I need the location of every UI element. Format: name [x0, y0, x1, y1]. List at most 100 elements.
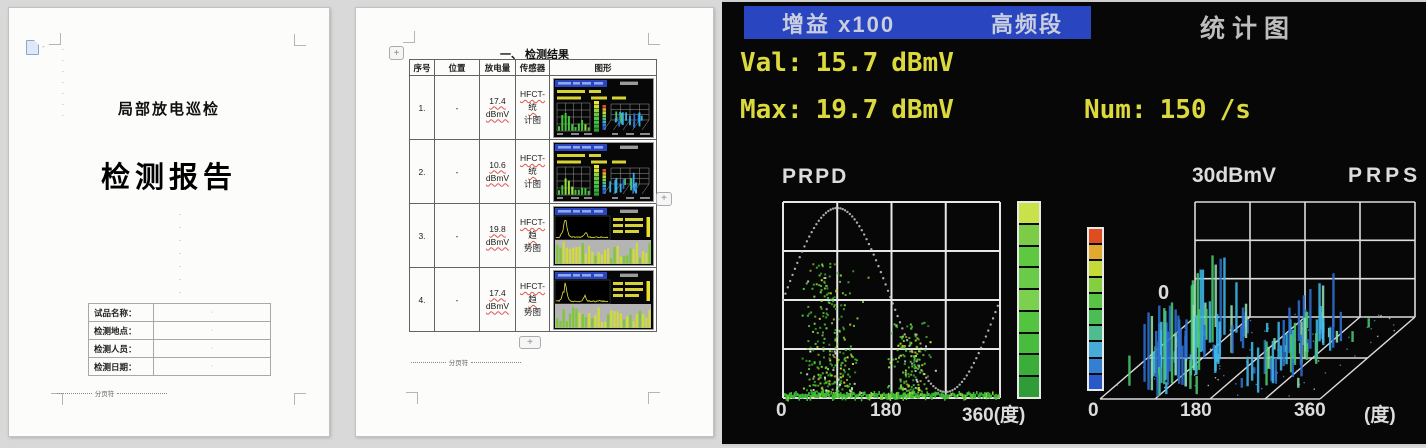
colorbar-segment — [1089, 229, 1102, 244]
cell-graph[interactable] — [549, 267, 657, 332]
colorbar-segment — [1019, 224, 1039, 245]
colorbar-segment — [1019, 333, 1039, 354]
colorbar-segment — [1019, 246, 1039, 267]
prpd-title: PRPD — [782, 165, 849, 188]
cell-discharge[interactable]: 17.4 dBmV — [479, 75, 516, 140]
page-break-label: 分页符 — [448, 360, 469, 367]
colorbar-segment — [1089, 374, 1102, 390]
prps-scale-label: 30dBmV — [1192, 164, 1277, 187]
section-title: 一、 检测结果 — [499, 49, 570, 61]
embedded-screenshot-trend[interactable] — [552, 269, 654, 330]
cell-sensor[interactable]: HFCT-统 计图 — [515, 139, 550, 204]
paragraph-marks-column: · · · · · · · — [61, 45, 65, 120]
cell-graph[interactable] — [549, 75, 657, 140]
field-value[interactable]: · — [153, 303, 271, 322]
table-row: 3. - 19.8 dBmV HFCT-趋 势图 — [409, 203, 657, 268]
word-page-results: 一、 检测结果 + 序号 位置 放电量 传感器 图形 1. - 17.4 dBmV… — [355, 7, 714, 437]
col-header-location: 位置 — [434, 59, 480, 76]
results-table: 序号 位置 放电量 传感器 图形 1. - 17.4 dBmV HFCT-统 计图 … — [409, 59, 657, 332]
col-header-graph: 图形 — [549, 59, 657, 76]
table-row: 2. - 10.6 dBmV HFCT-统 计图 — [409, 139, 657, 204]
colorbar-segment — [1089, 277, 1102, 292]
cell-discharge[interactable]: 10.6 dBmV — [479, 139, 516, 204]
field-value[interactable]: · — [153, 357, 271, 376]
colorbar-segment — [1089, 293, 1102, 309]
colorbar-segment — [1089, 261, 1102, 276]
cell-no[interactable]: 4. — [409, 267, 435, 332]
prpd-tick-360: 360(度) — [962, 405, 1026, 426]
embedded-screenshot-stats[interactable] — [552, 141, 654, 202]
prps-colorbar — [1087, 227, 1104, 391]
gain-label: 增益 x100 — [782, 11, 896, 37]
colorbar-segment — [1089, 326, 1102, 341]
cell-discharge[interactable]: 17.4 dBmV — [479, 267, 516, 332]
cell-graph[interactable] — [549, 203, 657, 268]
cell-sensor[interactable]: HFCT-统 计图 — [515, 75, 550, 140]
embedded-screenshot-stats[interactable] — [552, 77, 654, 138]
margin-crop-mark — [49, 33, 61, 45]
cell-sensor[interactable]: HFCT-趋 势图 — [515, 203, 550, 268]
page-break-indicator: 分页符 — [411, 358, 521, 367]
page-break-label: 分页符 — [94, 391, 115, 398]
prps-tick-180: 180 — [1180, 400, 1212, 421]
report-title: 检测报告 — [100, 162, 237, 194]
field-label: 检测日期： — [88, 357, 154, 376]
mode-label: 统计图 — [1200, 15, 1297, 43]
colorbar-segment — [1019, 268, 1039, 289]
band-label: 高频段 — [990, 11, 1063, 37]
cover-info-table: 试品名称： · 检测地点： · 检测人员： · 检测日期： · — [88, 303, 271, 376]
dash-mark: - — [42, 42, 45, 51]
table-row: 4. - 17.4 dBmV HFCT-趋 势图 — [409, 267, 657, 332]
margin-crop-mark — [403, 31, 415, 43]
colorbar-segment — [1019, 311, 1039, 332]
embedded-screenshot-trend[interactable] — [552, 205, 654, 266]
field-value[interactable]: · — [153, 339, 271, 358]
prps-tick-360: 360 — [1294, 400, 1326, 421]
prpd-tick-0: 0 — [776, 400, 787, 421]
cell-discharge[interactable]: 19.8 dBmV — [479, 203, 516, 268]
document-icon — [26, 40, 39, 55]
cell-location[interactable]: - — [434, 75, 480, 140]
table-move-handle[interactable]: + — [389, 46, 404, 60]
table-row: 检测人员： · — [88, 339, 271, 358]
cell-location[interactable]: - — [434, 203, 480, 268]
margin-crop-mark — [294, 34, 306, 46]
colorbar-segment — [1019, 290, 1039, 310]
insert-row-handle[interactable]: + — [519, 336, 541, 349]
table-row: 1. - 17.4 dBmV HFCT-统 计图 — [409, 75, 657, 140]
insert-column-handle[interactable]: + — [656, 192, 672, 206]
col-header-no: 序号 — [409, 59, 435, 76]
cell-sensor[interactable]: HFCT-趋 势图 — [515, 267, 550, 332]
colorbar-segment — [1019, 355, 1039, 376]
prps-title: PRPS — [1348, 164, 1422, 187]
cell-graph[interactable] — [549, 139, 657, 204]
word-page-cover: - · · · · · · · 局部放电巡检 检测报告 · · · · · · · 试品名称： · 检测地… — [8, 7, 330, 437]
prpd-tick-180: 180 — [870, 400, 902, 421]
cell-location[interactable]: - — [434, 139, 480, 204]
colorbar-segment — [1089, 342, 1102, 357]
margin-crop-mark — [406, 392, 418, 404]
val-reading: Val: 15.7 dBmV — [740, 48, 954, 78]
colorbar-segment — [1019, 377, 1039, 398]
paragraph-marks-column: · · · · · · · — [178, 210, 182, 297]
cell-no[interactable]: 3. — [409, 203, 435, 268]
colorbar-segment — [1089, 310, 1102, 325]
prps-tick-deg: (度) — [1364, 405, 1396, 426]
field-label: 检测地点： — [88, 321, 154, 340]
cell-location[interactable]: - — [434, 267, 480, 332]
col-header-discharge: 放电量 — [479, 59, 516, 76]
prpd-colorbar — [1017, 201, 1041, 399]
field-value[interactable]: · — [153, 321, 271, 340]
max-reading: Max: 19.7 dBmV — [740, 95, 954, 125]
cell-no[interactable]: 1. — [409, 75, 435, 140]
page-break-indicator: 分页符 — [57, 389, 167, 398]
margin-crop-mark — [648, 392, 660, 404]
table-row: 检测地点： · — [88, 321, 271, 340]
num-reading: Num: 150/s — [1084, 95, 1251, 125]
cell-no[interactable]: 2. — [409, 139, 435, 204]
colorbar-segment — [1089, 358, 1102, 373]
colorbar-segment — [1089, 245, 1102, 260]
gain-band-bar: 增益 x100 高频段 — [744, 6, 1091, 39]
pd-instrument-screen: 增益 x100 高频段 统计图 Val: 15.7 dBmV Max: 19.7 dBm… — [722, 0, 1426, 446]
margin-crop-mark — [648, 33, 660, 45]
